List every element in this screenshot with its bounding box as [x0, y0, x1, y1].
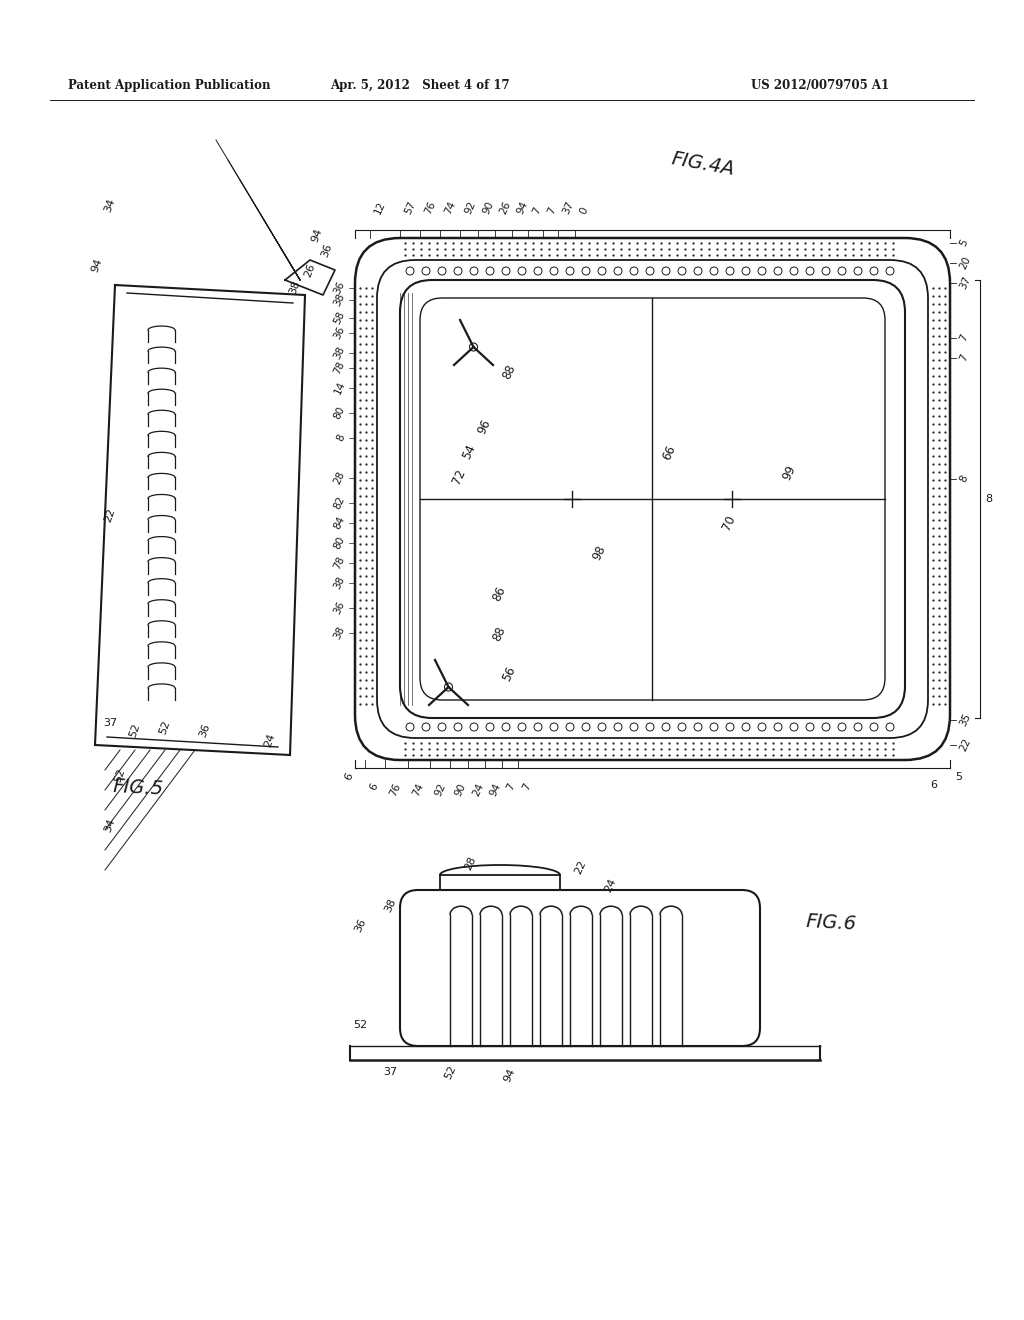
- Text: 94: 94: [515, 199, 529, 216]
- Text: Patent Application Publication: Patent Application Publication: [68, 78, 270, 91]
- Text: 8: 8: [335, 433, 347, 444]
- Text: 36: 36: [198, 722, 212, 738]
- Text: 24: 24: [602, 876, 617, 894]
- Text: 26: 26: [498, 199, 513, 216]
- Text: 7: 7: [505, 781, 517, 792]
- Text: 57: 57: [403, 199, 418, 216]
- Text: 38: 38: [288, 279, 302, 296]
- Text: 36: 36: [333, 325, 347, 341]
- Text: 7: 7: [958, 333, 970, 343]
- Text: 36: 36: [352, 916, 368, 933]
- Text: 6: 6: [343, 771, 355, 781]
- Text: 66: 66: [660, 444, 678, 462]
- Text: 90: 90: [453, 781, 468, 799]
- Text: 74: 74: [411, 781, 426, 799]
- Text: 58: 58: [333, 310, 347, 326]
- Text: 24: 24: [263, 731, 278, 748]
- Text: 56: 56: [500, 664, 518, 682]
- Text: 24: 24: [471, 781, 485, 799]
- Text: FIG.6: FIG.6: [805, 912, 857, 935]
- Text: 52: 52: [158, 718, 172, 735]
- Text: 72: 72: [450, 467, 468, 486]
- Text: 6: 6: [368, 781, 380, 792]
- Text: 96: 96: [475, 417, 494, 436]
- Text: 38: 38: [333, 292, 347, 308]
- Text: 74: 74: [443, 199, 458, 216]
- Text: 78: 78: [333, 554, 347, 572]
- Text: 94: 94: [503, 1067, 517, 1084]
- Text: 22: 22: [102, 507, 117, 524]
- Text: 92: 92: [433, 781, 447, 799]
- Text: 37: 37: [561, 199, 575, 216]
- Text: 92: 92: [463, 199, 477, 216]
- Text: 34: 34: [102, 197, 117, 214]
- Text: 38: 38: [333, 345, 347, 362]
- Text: 5: 5: [958, 238, 970, 248]
- Text: 7: 7: [958, 352, 970, 363]
- Text: 22: 22: [958, 737, 973, 754]
- Text: 28: 28: [333, 470, 347, 486]
- Text: 82: 82: [333, 495, 347, 511]
- Text: Apr. 5, 2012   Sheet 4 of 17: Apr. 5, 2012 Sheet 4 of 17: [330, 78, 510, 91]
- Text: 88: 88: [500, 362, 518, 381]
- Text: 35: 35: [958, 711, 973, 729]
- Text: 94: 94: [90, 256, 104, 273]
- Text: 20: 20: [958, 255, 973, 271]
- Text: 7: 7: [521, 781, 532, 792]
- Text: 28: 28: [463, 854, 477, 871]
- Text: 78: 78: [333, 360, 347, 376]
- Text: 5: 5: [955, 772, 962, 781]
- Text: 80: 80: [333, 535, 347, 550]
- Text: 52: 52: [442, 1064, 458, 1081]
- Text: 94: 94: [488, 781, 503, 799]
- Text: 26: 26: [303, 261, 317, 279]
- Text: 38: 38: [333, 576, 347, 591]
- Text: 52: 52: [128, 722, 142, 738]
- Text: 7: 7: [531, 206, 543, 216]
- Text: 76: 76: [423, 199, 437, 216]
- Text: 8: 8: [958, 474, 970, 484]
- Text: 12: 12: [373, 199, 388, 216]
- Text: 88: 88: [490, 624, 508, 643]
- Text: 7: 7: [546, 206, 558, 216]
- Text: FIG.5: FIG.5: [112, 777, 164, 799]
- Text: 0: 0: [578, 206, 590, 216]
- Text: 98: 98: [590, 543, 608, 562]
- Text: 6: 6: [930, 780, 937, 789]
- Text: 70: 70: [720, 513, 738, 532]
- Text: FIG.4A: FIG.4A: [670, 149, 736, 180]
- Text: 52: 52: [113, 767, 127, 783]
- Text: 86: 86: [490, 583, 508, 603]
- Text: 99: 99: [780, 463, 798, 482]
- Text: 34: 34: [102, 817, 117, 833]
- Text: 52: 52: [353, 1020, 367, 1030]
- Text: 94: 94: [310, 227, 325, 243]
- Text: 54: 54: [460, 442, 478, 461]
- Text: 8: 8: [985, 494, 992, 504]
- Text: 90: 90: [481, 199, 496, 216]
- Text: 14: 14: [333, 380, 347, 396]
- Text: US 2012/0079705 A1: US 2012/0079705 A1: [751, 78, 889, 91]
- Text: 36: 36: [333, 599, 347, 616]
- Text: 84: 84: [333, 515, 347, 531]
- Text: 37: 37: [383, 1067, 397, 1077]
- Text: 38: 38: [333, 624, 347, 642]
- Text: 36: 36: [319, 242, 334, 259]
- Text: 80: 80: [333, 405, 347, 421]
- Text: 76: 76: [388, 781, 402, 799]
- Text: 36: 36: [333, 280, 347, 296]
- Text: 37: 37: [958, 275, 973, 292]
- Text: 22: 22: [572, 858, 588, 875]
- Text: 38: 38: [383, 896, 397, 913]
- Text: 37: 37: [103, 718, 117, 729]
